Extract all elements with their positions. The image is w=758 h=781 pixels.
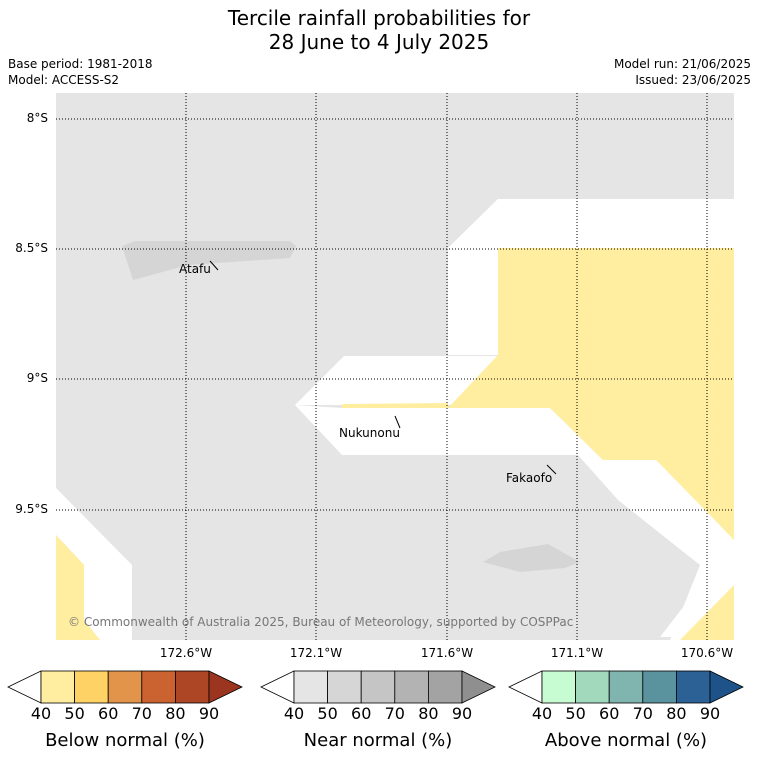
no-dominant-corridor-upper xyxy=(448,199,734,355)
colorbar-near-tick-60: 60 xyxy=(351,704,372,723)
colorbar-below-tick-90: 90 xyxy=(198,704,220,723)
lat-label-9-5s: 9.5°S xyxy=(15,502,48,516)
colorbar-below-extend-low xyxy=(7,670,42,704)
colorbar-below-bin-2 xyxy=(107,670,143,704)
colorbar-near-bin-3 xyxy=(394,670,429,704)
colorbar-above-tick-60: 60 xyxy=(599,704,620,723)
nukunonu-leader xyxy=(394,415,401,429)
place-fakaofo: Fakaofo xyxy=(506,471,553,485)
lon-label-170-6w: 170.6°W xyxy=(680,646,734,660)
no-dominant-corridor-sw xyxy=(56,488,132,640)
colorbar-near-extend-low xyxy=(260,670,295,704)
fakaofo-leader xyxy=(546,464,557,475)
colorbar-below-tick-70: 70 xyxy=(131,704,152,723)
colorbar-below-label: Below normal (%) xyxy=(45,730,205,751)
colorbar-above-bin-3 xyxy=(642,670,677,704)
colorbar-above-tick-50: 50 xyxy=(565,704,586,723)
colorbar-above-extend-high xyxy=(709,670,744,704)
model-name: Model: ACCESS-S2 xyxy=(8,73,120,87)
colorbar-below-tick-80: 80 xyxy=(165,704,186,723)
model-run: Model run: 21/06/2025 xyxy=(613,57,751,71)
base-period: Base period: 1981-2018 xyxy=(8,57,153,71)
colorbar-near-label: Near normal (%) xyxy=(303,730,453,751)
colorbar-svg xyxy=(7,670,744,704)
colorbar-above-tick-90: 90 xyxy=(699,704,721,723)
colorbar-above-tick-80: 80 xyxy=(666,704,687,723)
colorbar-near-tick-50: 50 xyxy=(317,704,338,723)
colorbar-below-extend-high xyxy=(208,670,243,704)
colorbar-below-tick-40: 40 xyxy=(30,704,52,723)
place-atafu: Atafu xyxy=(179,262,211,276)
atafu-atoll xyxy=(122,241,296,280)
colorbar-above-bin-0 xyxy=(541,670,576,704)
lon-label-172-6w: 172.6°W xyxy=(159,646,213,660)
colorbar-below-bin-4 xyxy=(174,670,210,704)
fakaofo-atoll xyxy=(483,544,580,572)
graticule xyxy=(56,93,734,640)
colorbar-above-tick-70: 70 xyxy=(632,704,653,723)
colorbar-above-bin-1 xyxy=(575,670,610,704)
colorbar-below-tick-50: 50 xyxy=(64,704,85,723)
lat-label-9s: 9°S xyxy=(26,371,48,385)
copyright-notice: © Commonwealth of Australia 2025, Bureau… xyxy=(68,615,574,629)
colorbar-below-bin-1 xyxy=(74,670,109,704)
lat-label-8s: 8°S xyxy=(26,111,48,125)
lon-label-172-1w: 172.1°W xyxy=(289,646,343,660)
colorbar-above-label: Above normal (%) xyxy=(544,730,708,751)
colorbar-near-tick-40: 40 xyxy=(283,704,305,723)
colorbar-near-tick-80: 80 xyxy=(418,704,439,723)
place-nukunonu: Nukunonu xyxy=(339,426,400,440)
colorbar-below-bin-0 xyxy=(40,670,75,704)
colorbar-below-bin-3 xyxy=(141,670,176,704)
below-normal-strip xyxy=(342,403,448,408)
colorbar-above-extend-low xyxy=(508,670,543,704)
colorbar-near-bin-2 xyxy=(360,670,396,704)
no-dominant-corridor-lower xyxy=(295,405,734,640)
colorbar-near-bin-4 xyxy=(427,670,463,704)
below-normal-region-east xyxy=(448,248,734,540)
colorbar-above-bin-4 xyxy=(676,670,711,704)
colorbar-near-normal xyxy=(260,670,496,704)
below-normal-region-sw xyxy=(56,535,100,640)
no-dominant-corridor-middle xyxy=(295,356,498,405)
colorbar-near-tick-90: 90 xyxy=(451,704,473,723)
lon-label-171-6w: 171.6°W xyxy=(420,646,474,660)
colorbar-above-tick-40: 40 xyxy=(531,704,553,723)
colorbar-near-bin-0 xyxy=(293,670,328,704)
colorbar-above-normal xyxy=(508,670,744,704)
issued-date: Issued: 23/06/2025 xyxy=(635,73,751,87)
colorbar-near-bin-1 xyxy=(327,670,362,704)
lat-label-8-5s: 8.5°S xyxy=(15,241,48,255)
map-title-line-2: 28 June to 4 July 2025 xyxy=(268,30,490,54)
lon-label-171-1w: 171.1°W xyxy=(550,646,604,660)
map-title-line-1: Tercile rainfall probabilities for xyxy=(227,6,531,30)
colorbar-below-tick-60: 60 xyxy=(98,704,119,723)
colorbar-near-extend-high xyxy=(461,670,496,704)
colorbar-near-tick-70: 70 xyxy=(384,704,405,723)
colorbar-above-bin-2 xyxy=(608,670,644,704)
atafu-leader xyxy=(209,260,219,271)
colorbar-below-normal xyxy=(7,670,243,704)
